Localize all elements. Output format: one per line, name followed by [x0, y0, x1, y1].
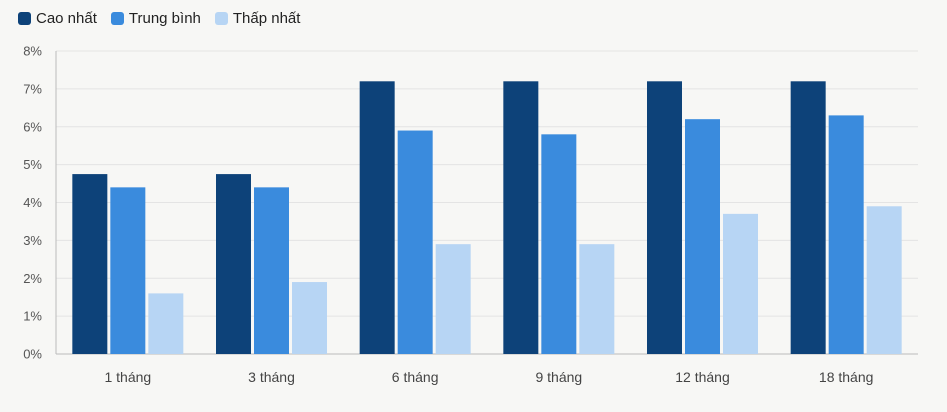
y-tick-label: 6% — [23, 119, 42, 134]
bar-thap-nhat[interactable] — [723, 213, 758, 354]
y-tick-label: 1% — [23, 309, 42, 324]
bar-cao-nhat[interactable] — [216, 174, 251, 354]
x-tick-label: 1 tháng — [104, 369, 151, 385]
legend-swatch-thap-nhat — [214, 12, 228, 25]
legend-label-cao-nhat: Cao nhất — [36, 10, 97, 27]
legend-swatch-cao-nhat — [18, 12, 31, 25]
bar-trung-binh[interactable] — [110, 187, 146, 354]
bar-trung-binh[interactable] — [254, 187, 289, 354]
bar-thap-nhat[interactable] — [866, 206, 902, 354]
y-tick-label: 8% — [23, 44, 42, 59]
bar-thap-nhat[interactable] — [579, 244, 615, 354]
bar-trung-binh[interactable] — [828, 115, 864, 354]
x-tick-label: 12 tháng — [675, 369, 730, 385]
bar-cao-nhat[interactable] — [790, 81, 826, 355]
x-tick-label: 18 tháng — [819, 369, 874, 385]
x-tick-label: 9 tháng — [535, 369, 582, 385]
legend-label-thap-nhat: Thấp nhất — [232, 10, 301, 27]
bar-thap-nhat[interactable] — [148, 293, 184, 354]
y-tick-label: 0% — [23, 347, 42, 362]
bar-cao-nhat[interactable] — [647, 81, 682, 355]
bar-cao-nhat[interactable] — [503, 81, 539, 355]
y-tick-label: 2% — [23, 271, 42, 286]
legend-label-trung-binh: Trung bình — [128, 10, 201, 27]
y-tick-label: 5% — [23, 157, 42, 172]
legend-swatch-trung-binh — [110, 12, 124, 25]
bar-cao-nhat[interactable] — [359, 81, 395, 355]
bar-trung-binh[interactable] — [541, 134, 577, 354]
x-tick-label: 3 tháng — [248, 369, 295, 385]
bar-trung-binh[interactable] — [685, 119, 720, 354]
x-tick-label: 6 tháng — [392, 369, 439, 385]
y-tick-label: 4% — [23, 195, 42, 210]
bar-trung-binh[interactable] — [397, 130, 433, 354]
bar-thap-nhat[interactable] — [435, 244, 471, 354]
legend-item-trung-binh[interactable]: Trung bình — [110, 10, 201, 27]
legend-item-cao-nhat[interactable]: Cao nhất — [18, 10, 97, 27]
bar-thap-nhat[interactable] — [292, 282, 327, 354]
bar-cao-nhat[interactable] — [72, 174, 108, 354]
legend: Cao nhất Trung bình Thấp nhất — [18, 10, 300, 27]
y-tick-label: 7% — [23, 81, 42, 96]
y-tick-label: 3% — [23, 233, 42, 248]
legend-item-thap-nhat[interactable]: Thấp nhất — [214, 10, 301, 27]
